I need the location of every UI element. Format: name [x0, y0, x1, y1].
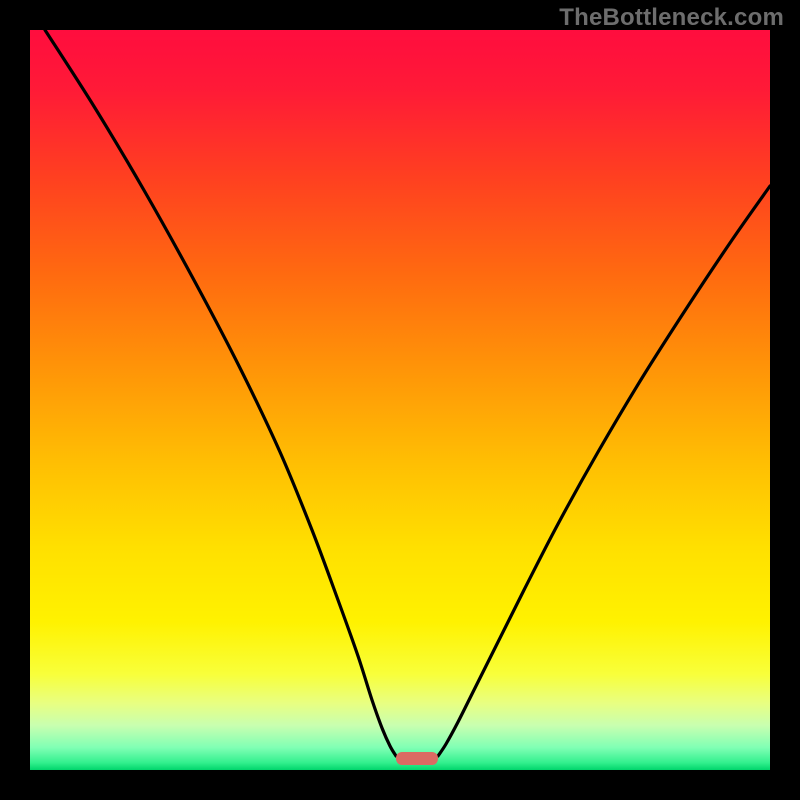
bottleneck-chart	[0, 0, 800, 800]
plot-background	[30, 30, 770, 770]
minimum-marker	[396, 752, 438, 765]
watermark-text: TheBottleneck.com	[559, 4, 784, 32]
